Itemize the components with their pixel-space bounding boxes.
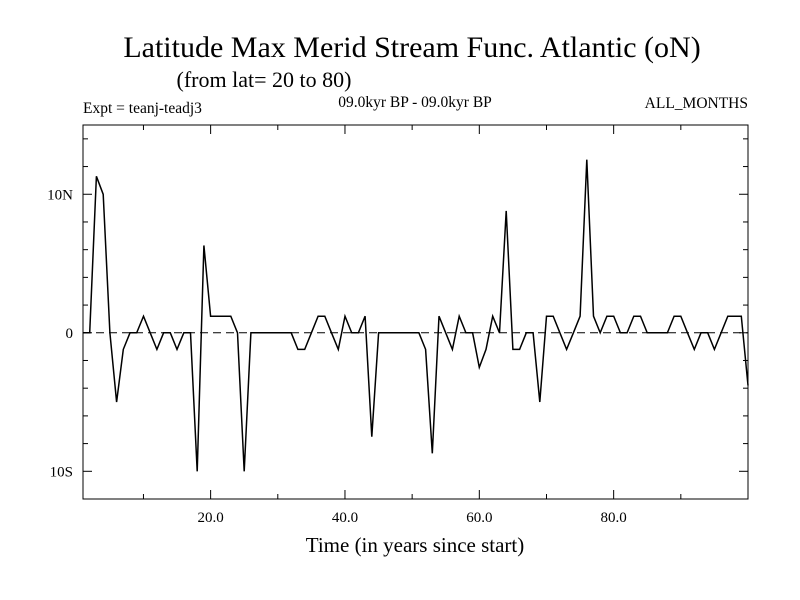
x-tick-label: 20.0 — [198, 510, 224, 526]
x-axis-label: Time (in years since start) — [306, 533, 525, 557]
period-label: 09.0kyr BP - 09.0kyr BP — [338, 94, 492, 111]
x-tick-label: 60.0 — [466, 510, 492, 526]
x-tick-label: 40.0 — [332, 510, 358, 526]
series-line — [83, 159, 749, 472]
x-tick-label: 80.0 — [601, 510, 627, 526]
experiment-label: Expt = teanj-teadj3 — [83, 100, 202, 117]
axis-ticks — [83, 125, 748, 499]
y-tick-label: 0 — [66, 326, 74, 342]
y-tick-label: 10N — [47, 187, 73, 203]
months-label: ALL_MONTHS — [645, 95, 748, 112]
tick-labels: 20.0 40.0 60.0 80.0 10S 0 10N — [47, 187, 627, 526]
chart-title: Latitude Max Merid Stream Func. Atlantic… — [123, 31, 700, 64]
chart-subtitle: (from lat= 20 to 80) — [177, 67, 352, 92]
y-tick-label: 10S — [50, 464, 73, 480]
plot-frame — [82, 124, 749, 500]
